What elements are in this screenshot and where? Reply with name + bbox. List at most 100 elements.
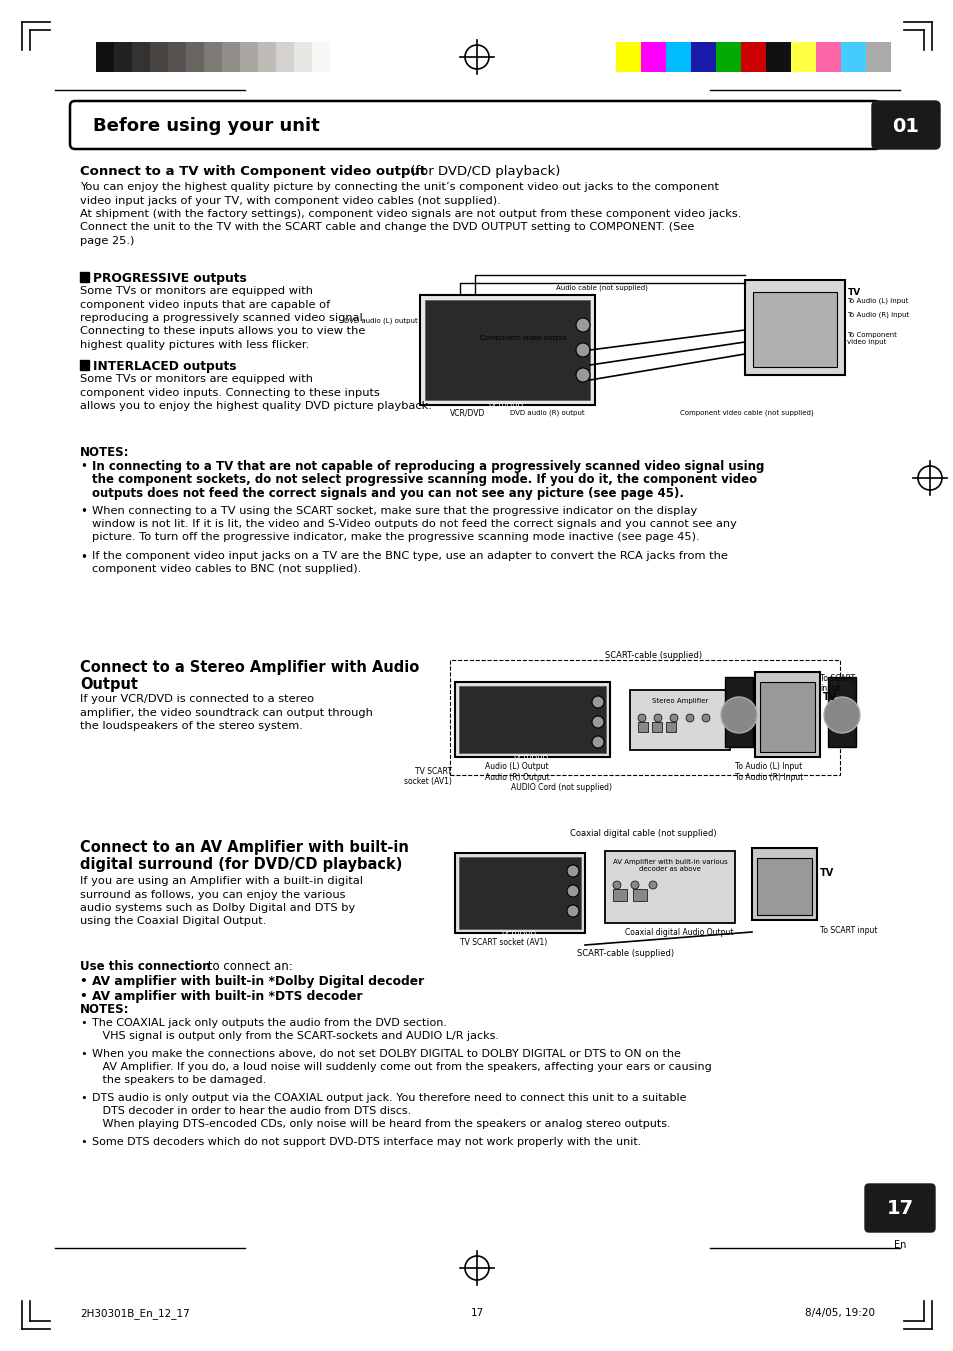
Text: To Audio (L) Input: To Audio (L) Input (734, 762, 801, 771)
Text: component video inputs that are capable of: component video inputs that are capable … (80, 300, 330, 309)
Circle shape (592, 696, 603, 708)
Text: The COAXIAL jack only outputs the audio from the DVD section.: The COAXIAL jack only outputs the audio … (91, 1019, 447, 1028)
Bar (616, 42, 640, 72)
Bar (751, 848, 816, 920)
Text: VCR/DVD: VCR/DVD (502, 929, 537, 939)
Bar (827, 677, 855, 747)
Circle shape (648, 881, 657, 889)
Text: Connect the unit to the TV with the SCART cable and change the DVD OUTPUT settin: Connect the unit to the TV with the SCAR… (80, 223, 694, 232)
Text: using the Coaxial Digital Output.: using the Coaxial Digital Output. (80, 916, 266, 927)
Circle shape (576, 317, 589, 332)
Text: component video cables to BNC (not supplied).: component video cables to BNC (not suppl… (91, 565, 361, 574)
Circle shape (566, 905, 578, 917)
Circle shape (566, 885, 578, 897)
Text: TV SCART socket (AV1): TV SCART socket (AV1) (459, 938, 547, 947)
Text: When playing DTS-encoded CDs, only noise will be heard from the speakers or anal: When playing DTS-encoded CDs, only noise… (91, 1119, 670, 1129)
Text: to connect an:: to connect an: (204, 961, 293, 973)
Text: Some TVs or monitors are equipped with: Some TVs or monitors are equipped with (80, 286, 313, 296)
Bar (604, 851, 734, 923)
Text: At shipment (with the factory settings), component video signals are not output : At shipment (with the factory settings),… (80, 209, 740, 219)
Bar (204, 42, 222, 72)
Text: Connect to a TV with Component video output: Connect to a TV with Component video out… (80, 165, 426, 178)
Text: En: En (893, 1240, 905, 1250)
Text: Before using your unit: Before using your unit (92, 118, 319, 135)
Bar (754, 671, 820, 757)
Bar (760, 682, 814, 753)
Bar (744, 280, 844, 376)
Bar (724, 677, 752, 747)
Bar (424, 300, 589, 400)
Bar (455, 682, 609, 757)
Text: TV SCART
socket (AV1): TV SCART socket (AV1) (404, 767, 452, 786)
Bar (638, 721, 647, 732)
Text: When you make the connections above, do not set DOLBY DIGITAL to DOLBY DIGITAL o: When you make the connections above, do … (91, 1048, 680, 1059)
Text: AUDIO Cord (not supplied): AUDIO Cord (not supplied) (511, 784, 612, 792)
Text: Component video output: Component video output (479, 335, 566, 340)
Circle shape (720, 697, 757, 734)
Text: TV: TV (822, 692, 837, 703)
Text: surround as follows, you can enjoy the various: surround as follows, you can enjoy the v… (80, 889, 345, 900)
Text: TV: TV (820, 867, 833, 878)
Text: In connecting to a TV that are not capable of reproducing a progressively scanne: In connecting to a TV that are not capab… (91, 459, 763, 473)
Bar (665, 42, 690, 72)
Text: Stereo Amplifier: Stereo Amplifier (651, 698, 707, 704)
Bar (240, 42, 257, 72)
Text: picture. To turn off the progressive indicator, make the progressive scanning mo: picture. To turn off the progressive ind… (91, 532, 699, 543)
Text: •: • (80, 505, 87, 519)
Bar (312, 42, 330, 72)
Text: VCR/DVD: VCR/DVD (514, 754, 549, 763)
Text: If your VCR/DVD is connected to a stereo: If your VCR/DVD is connected to a stereo (80, 694, 314, 704)
Circle shape (669, 713, 678, 721)
Bar (80, 359, 89, 370)
Bar (633, 889, 646, 901)
Text: the speakers to be damaged.: the speakers to be damaged. (91, 1075, 266, 1085)
Circle shape (592, 736, 603, 748)
Bar (665, 721, 676, 732)
Circle shape (576, 343, 589, 357)
Text: SCART-cable (supplied): SCART-cable (supplied) (577, 948, 674, 958)
Bar (651, 721, 661, 732)
Bar (640, 42, 665, 72)
Text: AV Amplifier with built-in various
decoder as above: AV Amplifier with built-in various decod… (612, 859, 726, 871)
Circle shape (638, 713, 645, 721)
Circle shape (654, 713, 661, 721)
Circle shape (566, 865, 578, 877)
FancyBboxPatch shape (864, 1183, 934, 1232)
Text: •: • (80, 551, 87, 563)
Bar (150, 42, 168, 72)
Text: window is not lit. If it is lit, the video and S-Video outputs do not feed the c: window is not lit. If it is lit, the vid… (91, 519, 736, 530)
FancyBboxPatch shape (871, 101, 939, 149)
Text: •: • (80, 1138, 87, 1147)
Text: Coaxial digital cable (not supplied): Coaxial digital cable (not supplied) (569, 830, 716, 838)
Text: Some DTS decoders which do not support DVD-DTS interface may not work properly w: Some DTS decoders which do not support D… (91, 1138, 640, 1147)
Bar (613, 889, 626, 901)
Text: NOTES:: NOTES: (80, 1002, 130, 1016)
Text: component video inputs. Connecting to these inputs: component video inputs. Connecting to th… (80, 388, 379, 397)
Text: Connect to a Stereo Amplifier with Audio
Output: Connect to a Stereo Amplifier with Audio… (80, 661, 418, 693)
Text: To SCART
input: To SCART input (820, 674, 854, 693)
Text: When connecting to a TV using the SCART socket, make sure that the progressive i: When connecting to a TV using the SCART … (91, 505, 697, 516)
Bar (757, 858, 811, 915)
Text: highest quality pictures with less flicker.: highest quality pictures with less flick… (80, 340, 309, 350)
Bar (132, 42, 150, 72)
Bar (865, 42, 890, 72)
Bar (458, 686, 605, 753)
Circle shape (823, 697, 859, 734)
Bar (168, 42, 186, 72)
Text: DVD audio (R) output: DVD audio (R) output (510, 409, 584, 416)
Text: DTS audio is only output via the COAXIAL output jack. You therefore need to conn: DTS audio is only output via the COAXIAL… (91, 1093, 686, 1102)
Text: To Audio (L) input: To Audio (L) input (846, 299, 907, 304)
Text: the loudspeakers of the stereo system.: the loudspeakers of the stereo system. (80, 721, 302, 731)
Text: the component sockets, do not select progressive scanning mode. If you do it, th: the component sockets, do not select pro… (91, 473, 757, 486)
Circle shape (685, 713, 693, 721)
Text: •: • (80, 1048, 87, 1059)
Text: NOTES:: NOTES: (80, 446, 130, 459)
Bar (113, 42, 132, 72)
Circle shape (630, 881, 639, 889)
Text: (for DVD/CD playback): (for DVD/CD playback) (406, 165, 559, 178)
Text: To Audio (R) Input: To Audio (R) Input (734, 773, 802, 782)
Text: Coaxial digital Audio Output: Coaxial digital Audio Output (624, 928, 733, 938)
Bar (458, 857, 580, 929)
Text: INTERLACED outputs: INTERLACED outputs (92, 359, 236, 373)
Text: You can enjoy the highest quality picture by connecting the unit’s component vid: You can enjoy the highest quality pictur… (80, 182, 719, 192)
